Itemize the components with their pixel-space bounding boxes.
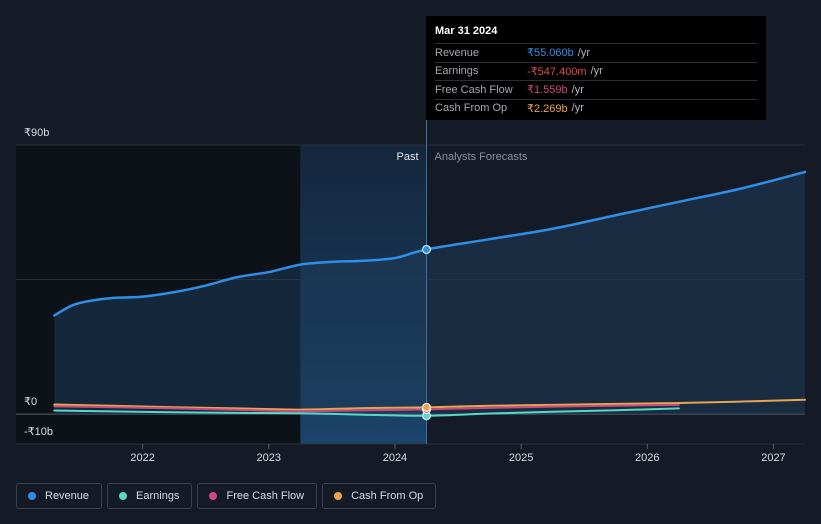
tooltip-label: Free Cash Flow: [435, 83, 513, 96]
tooltip-unit: /yr: [571, 83, 584, 96]
marker-cash-from-op: [422, 402, 431, 412]
tooltip-value: ₹55.060b: [527, 47, 574, 60]
tooltip-unit: /yr: [590, 65, 603, 78]
legend-dot-icon: [334, 492, 343, 500]
legend-label: Earnings: [136, 490, 180, 502]
revenue-area: [54, 171, 805, 415]
legend-item-cash-from-op[interactable]: Cash From Op: [322, 483, 437, 509]
tooltip-row-earnings: Earnings -₹547.400m /yr: [435, 61, 757, 81]
legend-item-earnings[interactable]: Earnings: [107, 483, 193, 509]
x-axis: 2022 2023 2024 2025 2026 2027: [130, 444, 786, 464]
legend-label: Cash From Op: [351, 490, 424, 502]
tooltip-label: Earnings: [435, 65, 479, 78]
forecast-label: Analysts Forecasts: [435, 151, 528, 163]
legend-dot-icon: [209, 492, 218, 500]
x-tick-label: 2027: [761, 452, 785, 464]
tooltip-date: Mar 31 2024: [435, 25, 498, 37]
legend-item-revenue[interactable]: Revenue: [16, 483, 103, 509]
tooltip: Mar 31 2024 Revenue ₹55.060b /yr Earning…: [426, 16, 766, 120]
legend-label: Revenue: [45, 490, 90, 502]
y-axis: ₹90b ₹0 -₹10b: [24, 127, 53, 438]
x-tick-label: 2022: [130, 452, 154, 464]
tooltip-row-revenue: Revenue ₹55.060b /yr: [435, 43, 757, 62]
legend-label: Free Cash Flow: [226, 490, 305, 502]
x-tick-label: 2024: [383, 452, 407, 464]
x-tick-label: 2023: [257, 452, 281, 464]
x-tick-label: 2025: [509, 452, 533, 464]
legend-dot-icon: [28, 492, 36, 500]
tooltip-label: Cash From Op: [435, 102, 508, 115]
tooltip-label: Revenue: [435, 46, 480, 59]
markers: [422, 244, 431, 421]
tooltip-value: -₹547.400m: [527, 65, 587, 78]
legend: Revenue Earnings Free Cash Flow Cash Fro…: [16, 483, 437, 509]
y-tick-label: -₹10b: [24, 426, 53, 438]
tooltip-row-cash-from-op: Cash From Op ₹2.269b /yr: [435, 98, 757, 118]
tooltip-unit: /yr: [571, 102, 584, 115]
series-line-revenue: [53, 170, 807, 317]
y-tick-label: ₹0: [24, 396, 37, 408]
x-tick-label: 2026: [635, 452, 659, 464]
past-label: Past: [396, 151, 418, 163]
tooltip-value: ₹2.269b: [527, 102, 568, 115]
y-tick-label: ₹90b: [24, 127, 49, 139]
tooltip-unit: /yr: [577, 46, 590, 59]
legend-item-free-cash-flow[interactable]: Free Cash Flow: [197, 483, 318, 509]
tooltip-row-free-cash-flow: Free Cash Flow ₹1.559b /yr: [435, 80, 757, 99]
legend-dot-icon: [119, 492, 128, 500]
series-line-earnings: [53, 407, 680, 417]
tooltip-value: ₹1.559b: [527, 84, 568, 97]
marker-revenue: [422, 244, 431, 254]
series-line-free-cash-flow: [53, 403, 680, 413]
